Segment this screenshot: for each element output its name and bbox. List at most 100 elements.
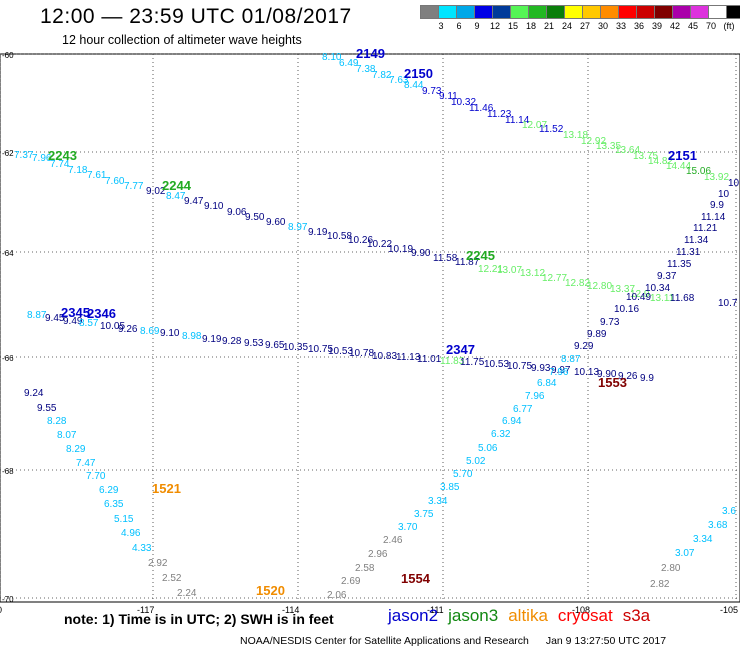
swh-value: 7.38 — [356, 64, 376, 75]
swh-value: 9.55 — [37, 403, 57, 414]
legend-label: 70 — [705, 21, 717, 31]
lat-lon-grid — [0, 53, 740, 602]
swh-value: 7.63 — [389, 75, 409, 86]
pass-time-label: 1520 — [256, 583, 285, 598]
map-frame — [0, 53, 740, 603]
swh-value: 8.44 — [404, 80, 424, 91]
swh-value: 9.73 — [600, 317, 620, 328]
pass-time-label: 2347 — [446, 342, 475, 357]
swh-value: 12.07 — [522, 120, 547, 131]
lat-tick-label: -70 — [2, 595, 14, 604]
swh-value: 8.97 — [288, 222, 308, 233]
swh-value: 11.14 — [505, 115, 530, 126]
color-legend: 3 6 9 12 15 18 21 24 27 30 33 36 39 42 45 70 (ft) — [420, 5, 740, 33]
swh-value: 9.97 — [551, 365, 571, 376]
swh-value: 7.18 — [68, 165, 88, 176]
swh-value: 7.61 — [87, 170, 107, 181]
swh-value: 6.32 — [491, 429, 511, 440]
pass-time-label: 2245 — [466, 248, 495, 263]
swh-value: 10.49 — [626, 292, 651, 303]
swh-value: 9.29 — [574, 341, 594, 352]
swh-value: 12.21 — [478, 264, 503, 275]
swh-value: 11.34 — [684, 235, 709, 246]
swh-value: 3.34 — [428, 496, 448, 507]
pass-time-label: 1554 — [401, 571, 431, 586]
swh-value: 6.49 — [339, 58, 359, 69]
swh-value: 3.75 — [414, 509, 434, 520]
legend-swatches — [420, 5, 740, 19]
swh-value: 9.10 — [160, 328, 180, 339]
satellite-name: jason2 — [388, 606, 439, 625]
swh-value: 14.82 — [648, 156, 673, 167]
swh-value: 3.07 — [675, 548, 695, 559]
legend-label: 21 — [543, 21, 555, 31]
swh-value: 7.96 — [525, 391, 545, 402]
swh-value: 7.96 — [549, 367, 569, 378]
swh-value: 9.53 — [244, 338, 264, 349]
swh-value: 7.47 — [76, 458, 96, 469]
swh-value: 11.46 — [469, 103, 494, 114]
swh-value: 9.11 — [439, 91, 458, 102]
pass-time-label: 1521 — [152, 481, 181, 496]
swh-value: 9.26 — [618, 371, 638, 382]
swh-value: 2.06 — [327, 590, 347, 601]
swh-value: 13.64 — [615, 145, 640, 156]
satellite-legend: jason2 jason3 altika cryosat s3a — [388, 606, 660, 626]
pass-time-label: 2151 — [668, 148, 697, 163]
swh-value: 7.82 — [372, 70, 392, 81]
map-title: 12:00 — 23:59 UTC 01/08/2017 — [40, 5, 352, 28]
swh-value: 12.77 — [542, 273, 567, 284]
legend-label: 36 — [633, 21, 645, 31]
swh-value: 6.35 — [104, 499, 124, 510]
swh-value: 5.06 — [478, 443, 498, 454]
swh-value: 11.14 — [701, 212, 726, 223]
altimeter-track: 8.106.497.387.827.638.449.739.1110.3211.… — [322, 46, 740, 189]
swh-value: 9.9 — [710, 200, 724, 211]
swh-value: 9.02 — [146, 186, 166, 197]
legend-label: 33 — [615, 21, 627, 31]
swh-value: 12.9 — [630, 289, 650, 300]
altimeter-track: 2245 — [466, 248, 495, 263]
swh-value: 9.47 — [184, 196, 204, 207]
legend-label: 6 — [456, 21, 462, 31]
swh-value: 3.70 — [398, 522, 418, 533]
swh-value: 6.94 — [502, 416, 522, 427]
legend-swatch — [726, 5, 740, 19]
swh-value: 9.45 — [45, 313, 65, 324]
swh-value: 9.06 — [227, 207, 247, 218]
swh-value: 3.85 — [440, 482, 460, 493]
swh-value: 2.46 — [383, 535, 403, 546]
swh-value: 10.35 — [283, 342, 308, 353]
legend-label: (ft) — [723, 21, 735, 31]
swh-value: 6.84 — [537, 378, 557, 389]
swh-value: 14.44 — [666, 161, 691, 172]
swh-value: 9.73 — [422, 86, 442, 97]
pass-time-label: 2345 — [61, 305, 90, 320]
swh-value: 2.58 — [355, 563, 375, 574]
swh-value: 13.37 — [610, 284, 635, 295]
swh-value: 7.37 — [14, 150, 34, 161]
swh-value: 10.7 — [718, 298, 738, 309]
lat-tick-label: -62 — [2, 149, 14, 158]
swh-value: 2.96 — [368, 549, 388, 560]
swh-value: 9.19 — [308, 227, 328, 238]
swh-value: 10.53 — [484, 359, 509, 370]
swh-value: 8.57 — [79, 318, 99, 329]
swh-value: 10.78 — [349, 348, 374, 359]
swh-value: 9.60 — [266, 217, 286, 228]
satellite-name: s3a — [622, 606, 651, 625]
swh-value: 9.24 — [24, 388, 44, 399]
swh-value: 9.19 — [202, 334, 222, 345]
swh-value: 15.06 — [686, 166, 711, 177]
swh-value: 10.32 — [451, 97, 476, 108]
altimeter-tracks: 8.106.497.387.827.638.449.739.1110.3211.… — [14, 46, 740, 601]
pass-time-label: 2150 — [404, 66, 433, 81]
swh-value: 11.23 — [487, 109, 512, 120]
credit-time: Jan 9 13:27:50 UTC 2017 — [545, 635, 667, 647]
altimeter-track: 8.879.459.498.57 10.059.26 8.69 9.10 8.98 9.1… — [27, 305, 654, 384]
lon-tick-label: -114 — [282, 605, 299, 615]
swh-value: 10 — [718, 189, 730, 200]
swh-value: 7.77 — [124, 181, 144, 192]
swh-value: 2.92 — [148, 558, 168, 569]
